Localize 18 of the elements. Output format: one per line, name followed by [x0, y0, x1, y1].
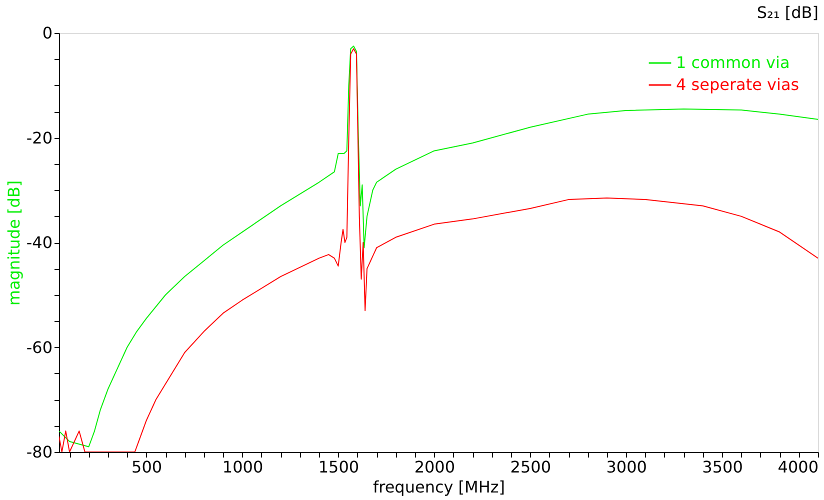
x-tick-label: 1000	[222, 458, 264, 476]
y-tick-label: -60	[26, 338, 52, 357]
y-tick-label: 0	[42, 24, 52, 42]
x-tick-label: 4000	[778, 458, 818, 476]
x-tick-label: 1500	[318, 458, 360, 476]
y-tick-label: -20	[26, 128, 52, 148]
chart-title: S₂₁ [dB]	[756, 3, 818, 22]
y-tick-label: -40	[26, 233, 52, 252]
y-tick-label: -80	[26, 442, 52, 462]
x-tick-label: 3000	[606, 458, 647, 476]
x-axis-title: frequency [MHz]	[372, 478, 506, 496]
x-tick-label: 2500	[510, 458, 551, 476]
x-tick-label: 3500	[702, 458, 743, 476]
legend-label: 1 common via	[676, 53, 790, 72]
y-axis-title: magnitude [dB]	[4, 180, 24, 306]
x-tick-label: 2000	[414, 458, 456, 476]
x-tick-label: 500	[132, 458, 162, 476]
legend-label: 4 seperate vias	[676, 75, 800, 94]
